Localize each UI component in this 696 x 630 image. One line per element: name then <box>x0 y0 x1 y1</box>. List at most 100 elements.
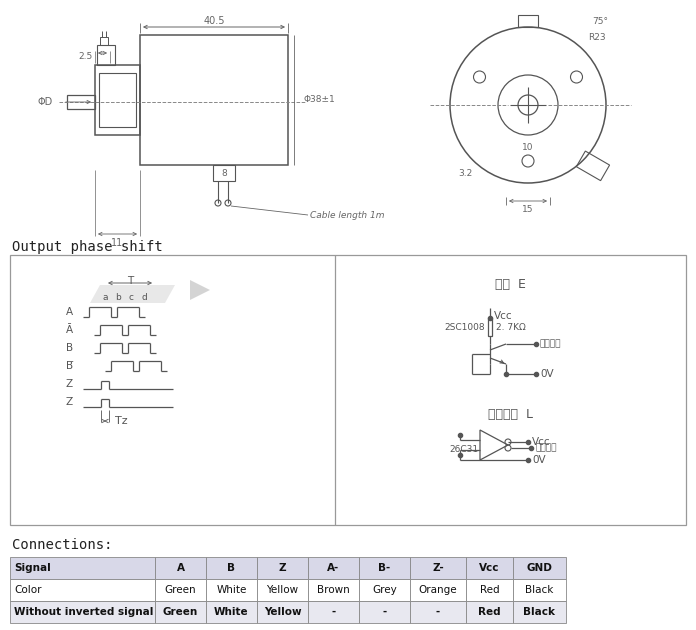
Text: 8: 8 <box>221 168 227 178</box>
Bar <box>10 255 686 525</box>
Bar <box>155 557 206 579</box>
Text: -: - <box>382 607 386 617</box>
Bar <box>488 318 492 336</box>
Bar <box>466 579 513 601</box>
Text: Z: Z <box>278 563 286 573</box>
Text: 输出信号: 输出信号 <box>535 444 557 452</box>
Bar <box>155 579 206 601</box>
Text: White: White <box>216 585 246 595</box>
Polygon shape <box>480 430 508 460</box>
Text: 长线驱动  L: 长线驱动 L <box>487 408 532 421</box>
Bar <box>359 601 410 623</box>
Text: 11: 11 <box>111 238 123 248</box>
Bar <box>257 601 308 623</box>
Bar <box>513 557 566 579</box>
Text: Signal: Signal <box>14 563 51 573</box>
Bar <box>308 557 359 579</box>
Text: Ā: Ā <box>66 325 73 335</box>
Bar <box>10 579 155 601</box>
Text: Color: Color <box>14 585 42 595</box>
Text: 2.5: 2.5 <box>79 52 93 61</box>
Text: 75°: 75° <box>592 18 608 26</box>
Text: Connections:: Connections: <box>12 538 113 552</box>
Text: Grey: Grey <box>372 585 397 595</box>
Bar <box>206 579 257 601</box>
Text: 2. 7KΩ: 2. 7KΩ <box>496 323 525 331</box>
Bar <box>206 557 257 579</box>
Bar <box>359 557 410 579</box>
Bar <box>308 601 359 623</box>
Bar <box>95 65 140 135</box>
Text: 2SC1008: 2SC1008 <box>444 323 485 331</box>
Text: Brown: Brown <box>317 585 350 595</box>
Text: 10: 10 <box>522 142 534 151</box>
Bar <box>513 601 566 623</box>
Text: 电压  E: 电压 E <box>495 278 525 291</box>
Text: Red: Red <box>478 607 501 617</box>
Text: Without inverted signal: Without inverted signal <box>14 607 153 617</box>
Bar <box>466 601 513 623</box>
Bar <box>97 45 115 65</box>
Text: Black: Black <box>525 585 554 595</box>
Text: 15: 15 <box>522 205 534 214</box>
Text: 3.2: 3.2 <box>458 168 473 178</box>
Bar <box>513 579 566 601</box>
Text: 0V: 0V <box>532 455 546 465</box>
Bar <box>67 95 95 109</box>
Text: White: White <box>214 607 248 617</box>
Bar <box>140 35 288 165</box>
Text: Z-: Z- <box>432 563 444 573</box>
Text: Output phase shift: Output phase shift <box>12 240 163 254</box>
Text: 0V: 0V <box>540 369 553 379</box>
Bar <box>155 601 206 623</box>
Text: Vcc: Vcc <box>480 563 500 573</box>
Text: B: B <box>228 563 235 573</box>
Bar <box>308 579 359 601</box>
Bar <box>410 557 466 579</box>
Text: Vcc: Vcc <box>532 437 551 447</box>
Text: A: A <box>66 307 73 317</box>
Bar <box>10 601 155 623</box>
Text: Black: Black <box>523 607 555 617</box>
Bar <box>100 37 108 45</box>
Text: R23: R23 <box>588 33 606 42</box>
Text: ΦD: ΦD <box>38 97 53 107</box>
Text: T: T <box>127 276 133 286</box>
Text: B̅: B̅ <box>66 361 73 371</box>
Text: A: A <box>177 563 184 573</box>
Bar <box>99 73 136 127</box>
Bar <box>206 601 257 623</box>
Text: b: b <box>115 292 121 302</box>
Bar <box>518 15 538 27</box>
Text: 输出信号: 输出信号 <box>540 340 562 348</box>
Bar <box>10 557 155 579</box>
Text: Tz: Tz <box>115 416 127 426</box>
Text: Yellow: Yellow <box>264 607 301 617</box>
Text: B-: B- <box>379 563 390 573</box>
Text: Orange: Orange <box>419 585 457 595</box>
Text: Yellow: Yellow <box>267 585 299 595</box>
Text: A-: A- <box>327 563 340 573</box>
Text: Z̅: Z̅ <box>66 397 73 407</box>
Text: B: B <box>66 343 73 353</box>
Text: a: a <box>102 292 108 302</box>
Text: GND: GND <box>527 563 553 573</box>
Text: d: d <box>141 292 147 302</box>
Text: Cable length 1m: Cable length 1m <box>310 210 384 219</box>
Bar <box>576 151 610 181</box>
Text: Vcc: Vcc <box>494 311 513 321</box>
Bar <box>359 579 410 601</box>
Text: Green: Green <box>165 585 196 595</box>
Text: 40.5: 40.5 <box>203 16 225 26</box>
Text: c: c <box>129 292 134 302</box>
Text: -: - <box>331 607 335 617</box>
Bar <box>466 557 513 579</box>
Bar <box>410 579 466 601</box>
Bar <box>213 165 235 181</box>
Bar <box>257 557 308 579</box>
Polygon shape <box>90 285 175 303</box>
Text: Green: Green <box>163 607 198 617</box>
Bar <box>257 579 308 601</box>
Bar <box>410 601 466 623</box>
Text: 26C31: 26C31 <box>449 445 478 454</box>
